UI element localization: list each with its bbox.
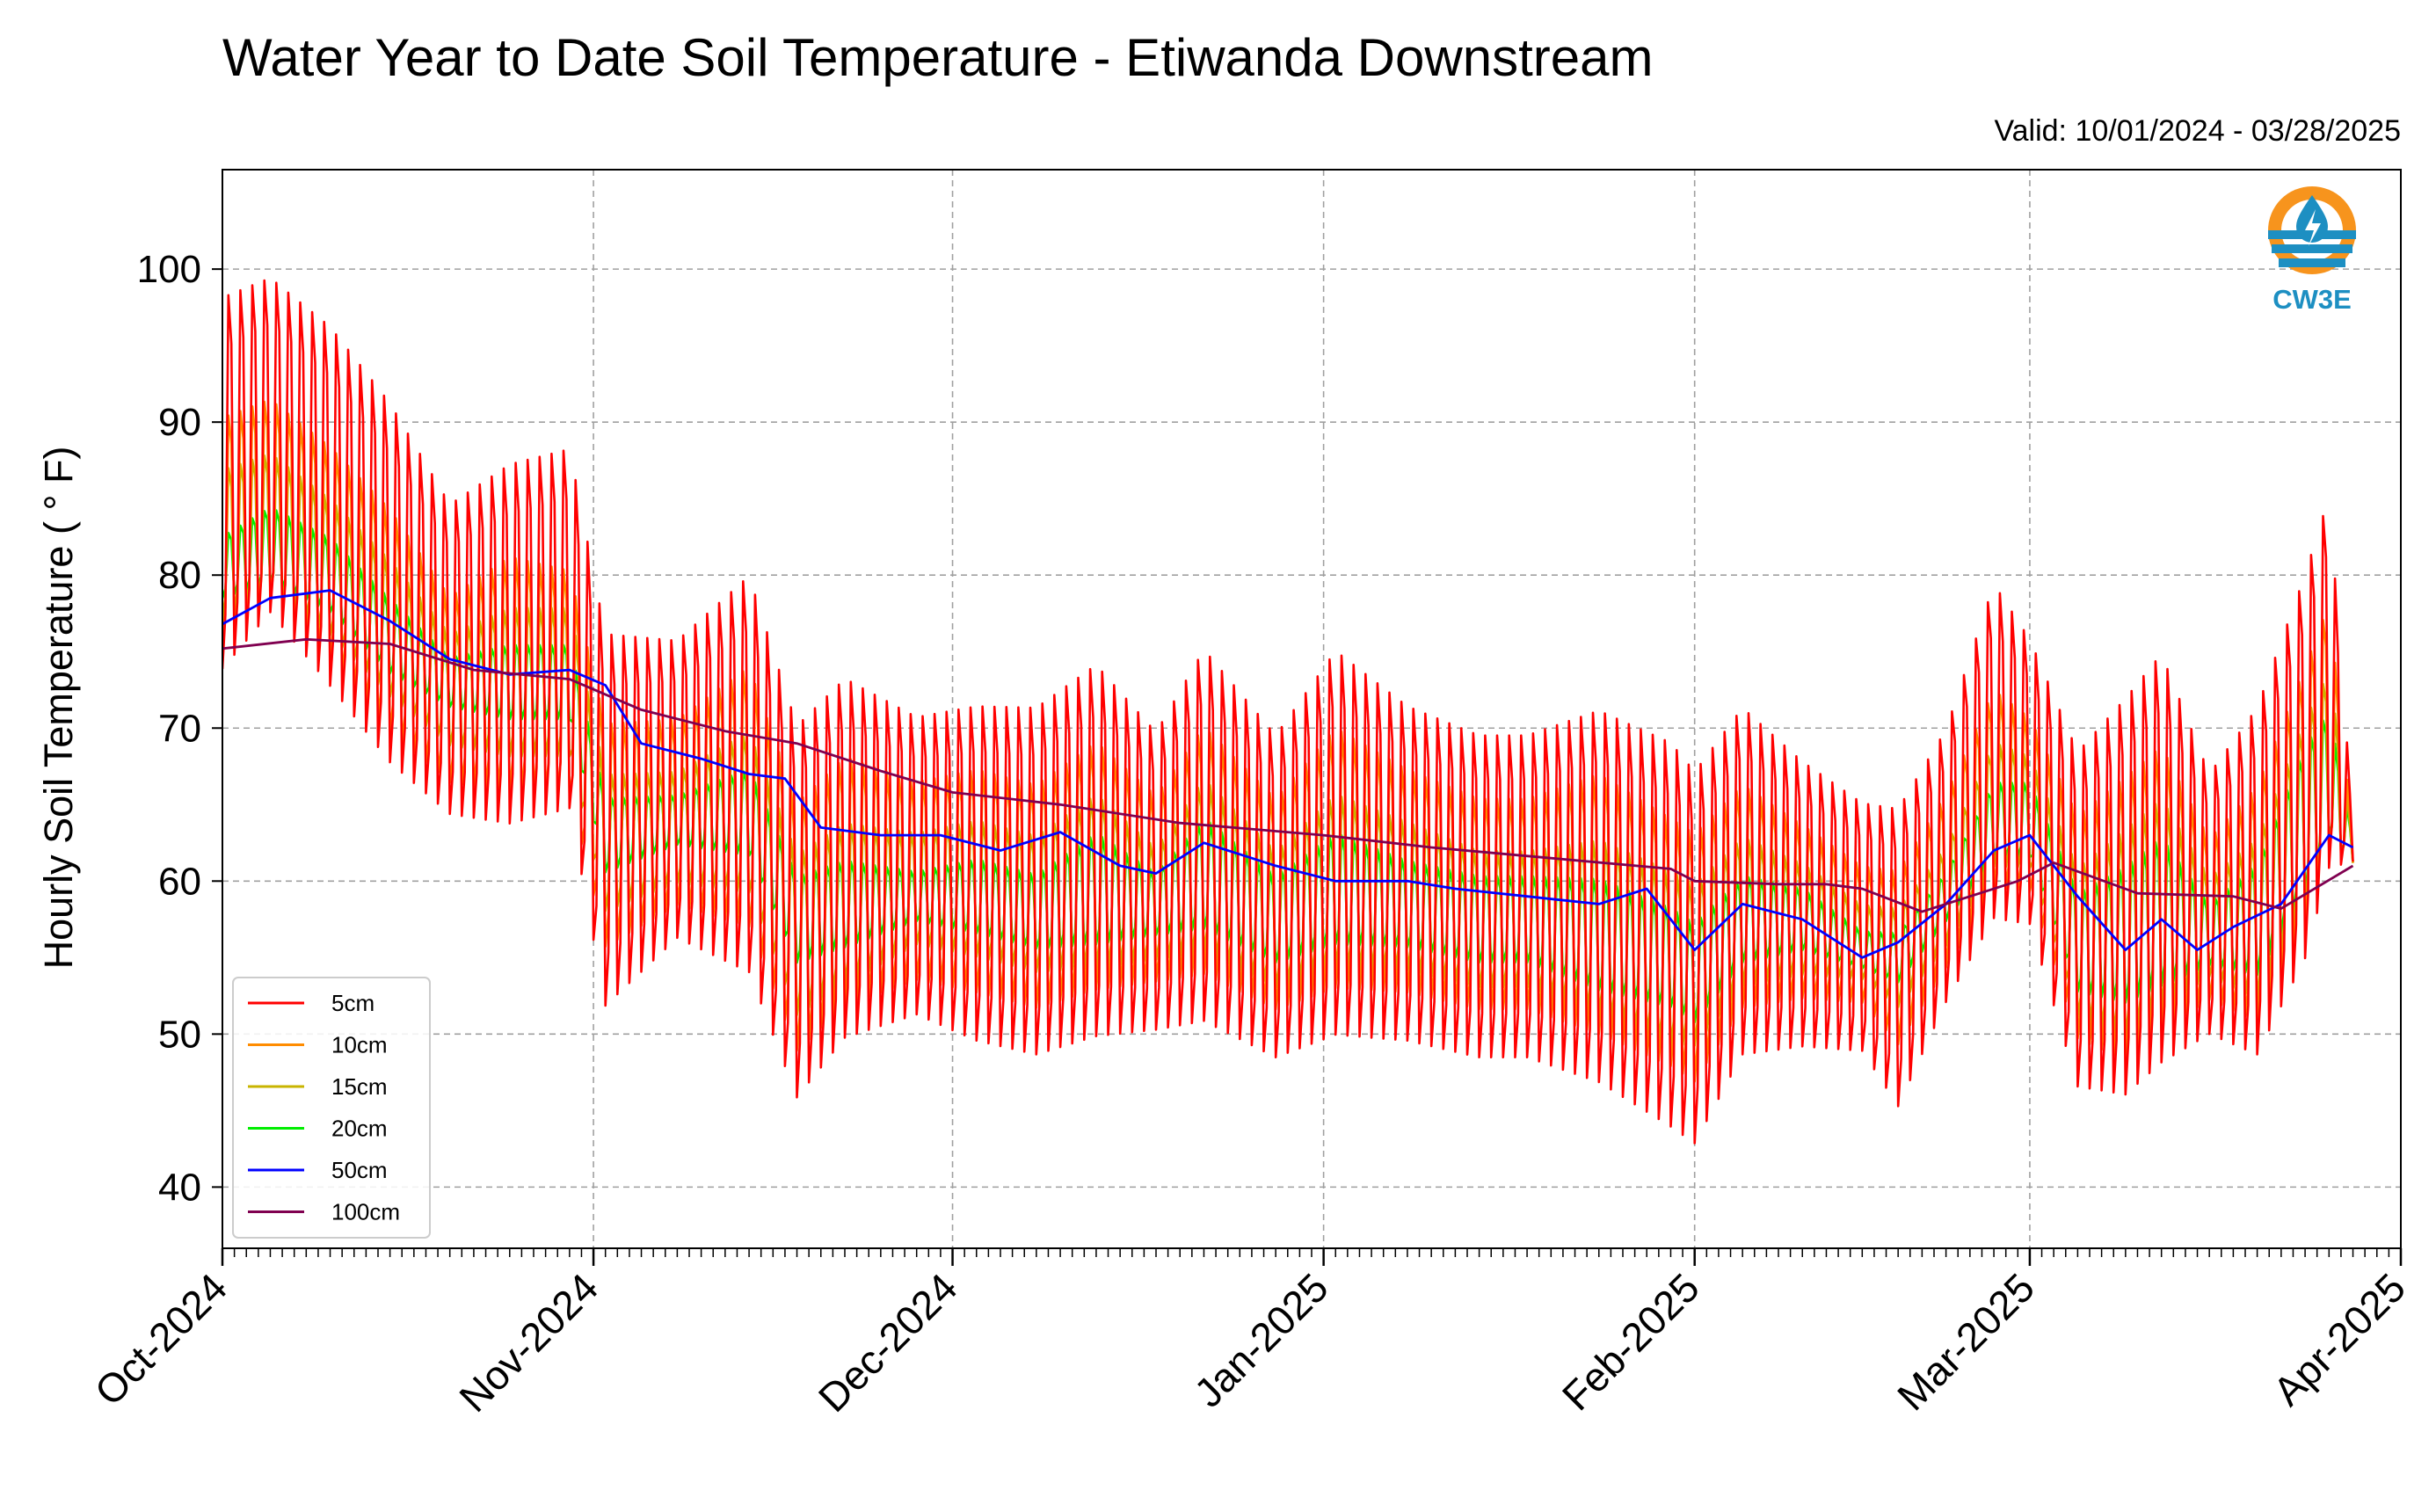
legend: 5cm 10cm 15cm 20cm 50cm 100cm xyxy=(232,977,431,1239)
x-axis: Oct-2024 Nov-2024 Dec-2024 Jan-2025 Feb-2025… xyxy=(86,1248,2414,1421)
logo-wave-icon-2 xyxy=(2272,244,2352,253)
series-layer xyxy=(222,279,2354,1145)
x-tick-label: Feb-2025 xyxy=(1553,1264,1708,1419)
y-tick-label: 50 xyxy=(158,1013,201,1056)
legend-label-20cm: 20cm xyxy=(331,1116,388,1142)
legend-label-5cm: 5cm xyxy=(331,990,374,1016)
x-axis-minor-ticks xyxy=(222,1248,2402,1257)
x-tick-label: Nov-2024 xyxy=(450,1264,607,1421)
legend-label-100cm: 100cm xyxy=(331,1199,400,1225)
series-100cm xyxy=(222,637,2354,913)
logo-wave-icon-3 xyxy=(2279,258,2345,267)
logo-text: CW3E xyxy=(2272,284,2352,315)
x-tick-label: Mar-2025 xyxy=(1888,1264,2043,1419)
cw3e-logo: CW3E xyxy=(2268,186,2356,315)
y-tick-label: 100 xyxy=(137,248,201,291)
series-50cm xyxy=(222,589,2354,959)
legend-label-50cm: 50cm xyxy=(331,1157,388,1183)
legend-label-10cm: 10cm xyxy=(331,1032,388,1058)
y-tick-label: 40 xyxy=(158,1166,201,1209)
y-axis-label: Hourly Soil Temperature ( ° F) xyxy=(36,447,81,970)
series-5cm xyxy=(222,279,2354,1145)
y-tick-label: 80 xyxy=(158,554,201,597)
y-tick-label: 70 xyxy=(158,707,201,750)
x-tick-label: Dec-2024 xyxy=(810,1264,966,1421)
x-tick-label: Apr-2025 xyxy=(2264,1264,2414,1414)
chart-title: Water Year to Date Soil Temperature - Et… xyxy=(222,28,1653,87)
legend-label-15cm: 15cm xyxy=(331,1073,388,1100)
y-axis: 40 50 60 70 80 90 100 xyxy=(137,248,222,1209)
y-tick-label: 90 xyxy=(158,401,201,444)
legend-box xyxy=(232,977,431,1239)
x-tick-label: Jan-2025 xyxy=(1185,1264,1336,1415)
valid-date-range: Valid: 10/01/2024 - 03/28/2025 xyxy=(1994,114,2401,148)
legend-items: 5cm 10cm 15cm 20cm 50cm 100cm xyxy=(248,990,400,1225)
y-tick-label: 60 xyxy=(158,860,201,903)
logo-bolt-icon xyxy=(2305,209,2321,246)
x-tick-label: Oct-2024 xyxy=(86,1264,236,1414)
